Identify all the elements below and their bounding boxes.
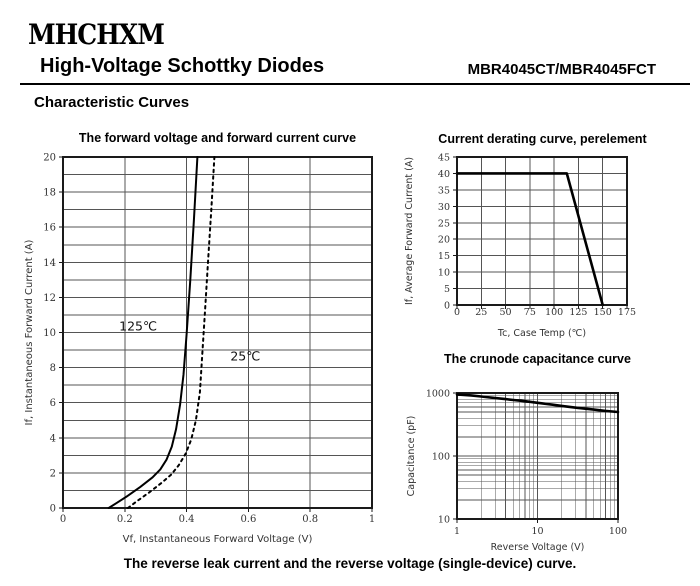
x-tick-label: 175 bbox=[618, 307, 636, 318]
x-tick-label: 125 bbox=[569, 307, 587, 318]
y-tick-label: 20 bbox=[43, 153, 56, 164]
x-tick-label: 0 bbox=[454, 307, 460, 318]
x-tick-label: 50 bbox=[500, 307, 512, 318]
y-tick-label: 20 bbox=[438, 235, 450, 246]
header-divider bbox=[20, 83, 690, 85]
x-tick-label: 10 bbox=[531, 526, 543, 537]
x-tick-label: 25 bbox=[475, 307, 487, 318]
y-tick-label: 0 bbox=[444, 301, 450, 312]
x-axis-title: Vf, Instantaneous Forward Voltage (V) bbox=[123, 534, 313, 545]
y-tick-label: 45 bbox=[438, 153, 450, 164]
y-tick-label: 6 bbox=[50, 398, 56, 409]
y-tick-label: 30 bbox=[438, 202, 450, 213]
y-tick-label: 5 bbox=[444, 284, 450, 295]
plot-frame bbox=[456, 156, 628, 306]
x-tick-label: 0.8 bbox=[302, 514, 318, 525]
part-number: MBR4045CT/MBR4045FCT bbox=[467, 61, 656, 78]
y-tick-label: 10 bbox=[43, 328, 56, 339]
curve-label: 25℃ bbox=[230, 349, 260, 364]
y-tick-label: 18 bbox=[43, 188, 56, 199]
y-tick-label: 25 bbox=[438, 218, 450, 229]
x-tick-label: 0.2 bbox=[117, 514, 133, 525]
x-axis-title: Reverse Voltage (V) bbox=[491, 542, 585, 553]
series-125℃ bbox=[107, 156, 199, 509]
bottom-caption: The reverse leak current and the reverse… bbox=[123, 556, 577, 571]
series-capacitance bbox=[455, 393, 620, 414]
brand-logo: MHCHXM bbox=[28, 18, 165, 51]
tick-marks bbox=[453, 392, 619, 523]
grid-lines bbox=[456, 156, 628, 306]
y-tick-label: 4 bbox=[50, 433, 56, 444]
current-derating-chart: 0 25 50 75 100 125 150 175 0 5 10 15 20 25 30 35 40 45 Tc,… bbox=[404, 153, 636, 340]
page-title: High-Voltage Schottky Diodes bbox=[40, 55, 325, 77]
x-tick-label: 100 bbox=[545, 307, 563, 318]
y-tick-label: 0 bbox=[50, 504, 56, 515]
tick-marks bbox=[453, 156, 628, 309]
y-tick-label: 14 bbox=[43, 258, 56, 269]
series-25℃ bbox=[126, 156, 216, 509]
y-axis-title: If, Instantaneous Forward Current (A) bbox=[24, 239, 35, 425]
x-axis-title: Tc, Case Temp (℃) bbox=[497, 328, 586, 339]
capacitance-chart-title: The crunode capacitance curve bbox=[444, 352, 631, 366]
x-tick-label: 100 bbox=[609, 526, 627, 537]
series-derating bbox=[455, 172, 604, 307]
y-tick-label: 16 bbox=[43, 223, 56, 234]
x-tick-label: 0.4 bbox=[179, 514, 195, 525]
y-tick-label: 10 bbox=[438, 268, 450, 279]
y-tick-label: 12 bbox=[43, 293, 56, 304]
tick-marks bbox=[59, 156, 373, 512]
grid-lines bbox=[456, 392, 619, 520]
x-tick-label: 1 bbox=[369, 514, 375, 525]
capacitance-chart: 1 10 100 10 100 1000 Reverse Voltage (V) Capaci… bbox=[406, 389, 627, 554]
y-tick-label: 15 bbox=[438, 251, 450, 262]
x-tick-label: 75 bbox=[524, 307, 536, 318]
y-axis-title: Capacitance (pF) bbox=[406, 416, 417, 497]
y-tick-label: 1000 bbox=[426, 389, 450, 400]
y-axis-title: If, Average Forward Current (A) bbox=[404, 157, 415, 305]
y-tick-label: 10 bbox=[438, 515, 450, 526]
grid-lines bbox=[62, 156, 373, 509]
x-tick-label: 150 bbox=[594, 307, 612, 318]
y-tick-label: 8 bbox=[50, 363, 56, 374]
y-tick-label: 2 bbox=[50, 468, 56, 479]
curve-label: 125℃ bbox=[119, 319, 157, 334]
derating-chart-title: Current derating curve, perelement bbox=[438, 132, 647, 146]
section-heading: Characteristic Curves bbox=[34, 94, 190, 111]
x-tick-label: 1 bbox=[454, 526, 460, 537]
x-tick-label: 0 bbox=[60, 514, 66, 525]
y-tick-label: 40 bbox=[438, 169, 450, 180]
x-tick-label: 0.6 bbox=[240, 514, 256, 525]
y-tick-label: 35 bbox=[438, 185, 450, 196]
y-tick-label: 100 bbox=[432, 452, 450, 463]
forward-chart-title: The forward voltage and forward current … bbox=[78, 131, 357, 145]
